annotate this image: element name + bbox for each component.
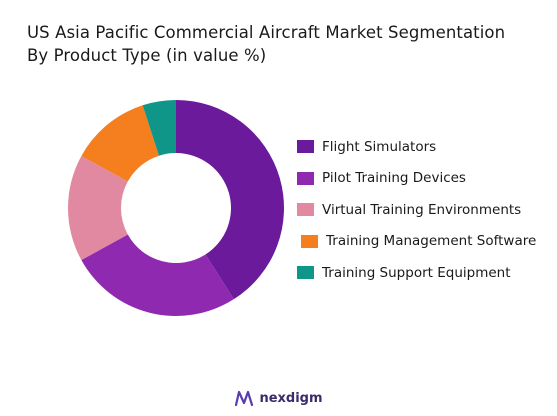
legend: Flight Simulators Pilot Training Devices… bbox=[297, 131, 557, 289]
legend-swatch bbox=[297, 266, 314, 280]
brand-name: nexdigm bbox=[259, 390, 323, 406]
legend-swatch bbox=[297, 140, 314, 154]
legend-label: Training Support Equipment bbox=[322, 264, 511, 281]
title-line-2: By Product Type (in value %) bbox=[27, 46, 267, 65]
donut-slice-training-management-software bbox=[81, 105, 160, 182]
donut-slice-flight-simulators bbox=[176, 100, 284, 300]
legend-item-flight-simulators: Flight Simulators bbox=[297, 131, 557, 163]
title-line-1: US Asia Pacific Commercial Aircraft Mark… bbox=[27, 23, 506, 42]
chart-title: US Asia Pacific Commercial Aircraft Mark… bbox=[27, 21, 547, 67]
legend-label: Training Management Software bbox=[326, 233, 537, 250]
legend-item-training-support-equipment: Training Support Equipment bbox=[297, 257, 557, 289]
legend-item-training-management-software: Training Management Software bbox=[297, 226, 557, 258]
legend-item-pilot-training-devices: Pilot Training Devices bbox=[297, 163, 557, 195]
legend-label: Virtual Training Environments bbox=[322, 201, 522, 218]
donut-slice-training-support-equipment bbox=[142, 100, 176, 156]
legend-label: Pilot Training Devices bbox=[322, 170, 466, 187]
nexdigm-logo-icon bbox=[235, 390, 254, 407]
legend-swatch bbox=[301, 234, 318, 248]
legend-label: Flight Simulators bbox=[322, 138, 437, 155]
legend-swatch bbox=[297, 203, 314, 217]
legend-swatch bbox=[297, 171, 314, 185]
donut-slices bbox=[68, 100, 284, 317]
donut-slice-pilot-training-devices bbox=[81, 234, 234, 317]
donut-slice-virtual-training-environments bbox=[68, 155, 128, 261]
legend-item-virtual-training-environments: Virtual Training Environments bbox=[297, 194, 557, 226]
brand-footer: nexdigm bbox=[0, 389, 557, 407]
